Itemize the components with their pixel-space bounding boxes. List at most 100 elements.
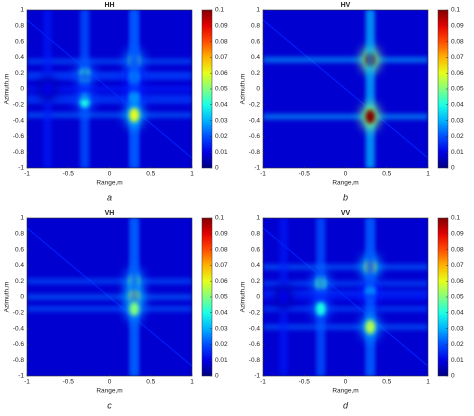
colorbar-tick-label: 0.01 (451, 357, 464, 364)
colorbar-tick-label: 0.01 (215, 149, 228, 156)
colorbar-tick-label: 0.05 (215, 294, 228, 301)
x-tick-label: 0.5 (146, 171, 155, 178)
x-tick-label: 0 (344, 171, 348, 178)
colorbar-tick-label: 0.01 (451, 149, 464, 156)
chart-title: VV (341, 210, 351, 217)
y-tick-label: 0 (256, 86, 260, 93)
colorbar-tick-label: 0.09 (451, 231, 464, 238)
colorbar-tick-label: 0.07 (451, 54, 464, 61)
y-tick-label: 0.8 (15, 231, 24, 238)
streak (263, 290, 428, 297)
colorbar-tick-label: 0.08 (451, 246, 464, 253)
streak (263, 56, 428, 63)
colorbar-tick-label: 0.09 (451, 23, 464, 30)
colorbar-tick-label: 0.1 (451, 215, 460, 222)
y-tick-label: -1 (18, 373, 24, 380)
y-tick-label: 0 (20, 294, 24, 301)
colorbar-tick-label: 0 (451, 373, 455, 380)
y-tick-label: -0.2 (249, 310, 261, 317)
y-tick-label: -0.2 (13, 310, 25, 317)
y-tick-label: -0.6 (249, 133, 261, 140)
x-tick-label: -1 (24, 171, 30, 178)
colorbar-tick-label: 0.02 (451, 341, 464, 348)
y-tick-label: 0.6 (15, 246, 24, 253)
streak (27, 294, 192, 300)
x-tick-label: 0.5 (382, 171, 391, 178)
y-tick-label: -1 (18, 165, 24, 172)
caption: b (343, 192, 348, 202)
plot-area (27, 218, 192, 376)
streak (263, 294, 428, 300)
colorbar-tick-label: 0.02 (451, 133, 464, 140)
x-tick-label: -0.5 (299, 379, 311, 386)
x-tick-label: 0 (108, 379, 112, 386)
y-tick-label: -0.6 (13, 341, 25, 348)
streak (27, 112, 192, 119)
panel: -1 -0.5 0 0.5 1 -1 -0.8 -0.6 -0.4 -0.2 0 0.2 0.4 0.6 0… (240, 2, 464, 203)
chart-title: VH (105, 210, 115, 217)
x-tick-label: -0.5 (63, 379, 75, 386)
colorbar-tick-label: 0 (215, 165, 219, 172)
colorbar-tick-label: 0.1 (451, 7, 460, 14)
colorbar-tick-label: 0.01 (215, 357, 228, 364)
colorbar-tick-label: 0.05 (451, 86, 464, 93)
hotspot (278, 290, 289, 304)
panel: -1 -0.5 0 0.5 1 -1 -0.8 -0.6 -0.4 -0.2 0 0.2 0.4 0.6 0… (4, 2, 228, 203)
streak (27, 58, 192, 65)
plot-area (263, 218, 428, 376)
hotspot (129, 108, 140, 123)
y-tick-label: 0.6 (15, 38, 24, 45)
colorbar-tick-label: 0.06 (451, 70, 464, 77)
colorbar-tick-label: 0.09 (215, 23, 228, 30)
diagonal-artifact (263, 19, 428, 159)
x-tick-label: -1 (24, 379, 30, 386)
plot-area (263, 10, 428, 168)
y-tick-label: 0.8 (251, 23, 260, 30)
y-tick-label: -0.2 (249, 102, 261, 109)
colorbar-tick-label: 0.08 (215, 38, 228, 45)
colorbar-tick-label: 0.03 (451, 325, 464, 332)
x-tick-label: 0 (108, 171, 112, 178)
hotspot (365, 109, 376, 124)
x-tick-label: 0.5 (382, 379, 391, 386)
x-axis-label: Range,m (332, 388, 358, 395)
streak (27, 93, 192, 100)
hotspot (42, 82, 53, 96)
streak (27, 74, 192, 81)
y-tick-label: -0.8 (249, 149, 261, 156)
streak (263, 305, 428, 312)
y-tick-label: -0.4 (249, 325, 261, 332)
x-tick-label: 1 (190, 379, 194, 386)
colorbar-tick-label: 0.06 (215, 70, 228, 77)
y-tick-label: -0.4 (13, 117, 25, 124)
x-tick-label: -0.5 (63, 171, 75, 178)
colorbar-tick-label: 0.05 (451, 294, 464, 301)
streak (263, 113, 428, 120)
colorbar-tick-label: 0.07 (451, 262, 464, 269)
x-tick-label: 1 (426, 171, 430, 178)
x-axis-label: Range,m (96, 180, 122, 187)
x-tick-label: -1 (260, 379, 266, 386)
y-tick-label: 0.6 (251, 246, 260, 253)
chart-title: HH (104, 2, 114, 9)
colorbar-tick-label: 0.04 (451, 102, 464, 109)
y-tick-label: -0.4 (249, 117, 261, 124)
panel: -1 -0.5 0 0.5 1 -1 -0.8 -0.6 -0.4 -0.2 0 0.2 0.4 0.6 0… (4, 210, 228, 411)
y-tick-label: -0.8 (13, 149, 25, 156)
colorbar-tick-label: 0.1 (215, 7, 224, 14)
y-tick-label: -0.6 (249, 341, 261, 348)
streak (27, 305, 192, 312)
y-tick-label: 0.2 (15, 278, 24, 285)
colorbar-tick-label: 0.05 (215, 86, 228, 93)
x-tick-label: 0.5 (146, 379, 155, 386)
y-tick-label: 1 (256, 7, 260, 14)
streak (263, 263, 428, 270)
chart-title: HV (341, 2, 351, 9)
y-tick-label: 0.4 (251, 262, 260, 269)
streak (263, 280, 428, 287)
colorbar-tick-label: 0 (451, 165, 455, 172)
x-axis-label: Range,m (96, 388, 122, 395)
y-tick-label: 0 (256, 294, 260, 301)
y-tick-label: 0.2 (251, 278, 260, 285)
colorbar-tick-label: 0.08 (215, 246, 228, 253)
